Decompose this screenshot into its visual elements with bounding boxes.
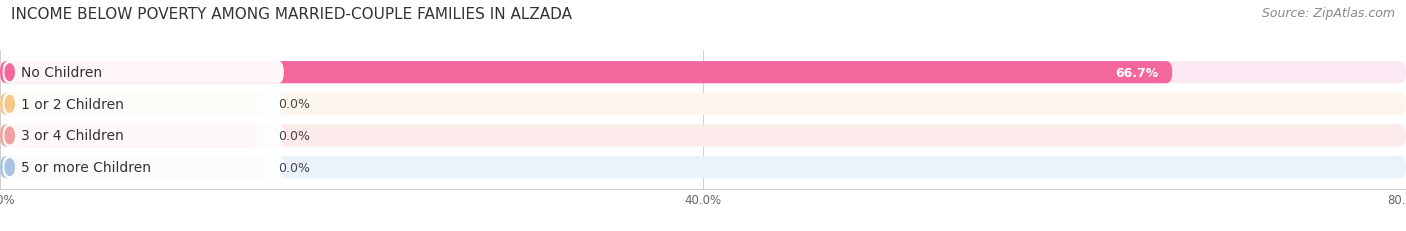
FancyBboxPatch shape bbox=[0, 93, 264, 116]
Text: 0.0%: 0.0% bbox=[278, 161, 309, 174]
FancyBboxPatch shape bbox=[0, 156, 1406, 178]
Text: No Children: No Children bbox=[21, 66, 103, 80]
Circle shape bbox=[6, 65, 14, 81]
FancyBboxPatch shape bbox=[3, 61, 284, 84]
Circle shape bbox=[6, 128, 14, 144]
FancyBboxPatch shape bbox=[3, 125, 284, 147]
FancyBboxPatch shape bbox=[0, 125, 264, 147]
Circle shape bbox=[6, 159, 14, 176]
FancyBboxPatch shape bbox=[0, 156, 264, 178]
Text: INCOME BELOW POVERTY AMONG MARRIED-COUPLE FAMILIES IN ALZADA: INCOME BELOW POVERTY AMONG MARRIED-COUPL… bbox=[11, 7, 572, 22]
FancyBboxPatch shape bbox=[0, 62, 1406, 84]
Text: 5 or more Children: 5 or more Children bbox=[21, 160, 150, 174]
FancyBboxPatch shape bbox=[0, 125, 1406, 147]
FancyBboxPatch shape bbox=[3, 156, 284, 179]
FancyBboxPatch shape bbox=[3, 93, 284, 116]
Circle shape bbox=[6, 96, 14, 113]
Text: 66.7%: 66.7% bbox=[1115, 66, 1159, 79]
Text: Source: ZipAtlas.com: Source: ZipAtlas.com bbox=[1261, 7, 1395, 20]
Text: 0.0%: 0.0% bbox=[278, 98, 309, 111]
Text: 0.0%: 0.0% bbox=[278, 129, 309, 142]
FancyBboxPatch shape bbox=[0, 93, 1406, 116]
FancyBboxPatch shape bbox=[0, 62, 1173, 84]
Text: 3 or 4 Children: 3 or 4 Children bbox=[21, 129, 124, 143]
Text: 1 or 2 Children: 1 or 2 Children bbox=[21, 97, 124, 111]
